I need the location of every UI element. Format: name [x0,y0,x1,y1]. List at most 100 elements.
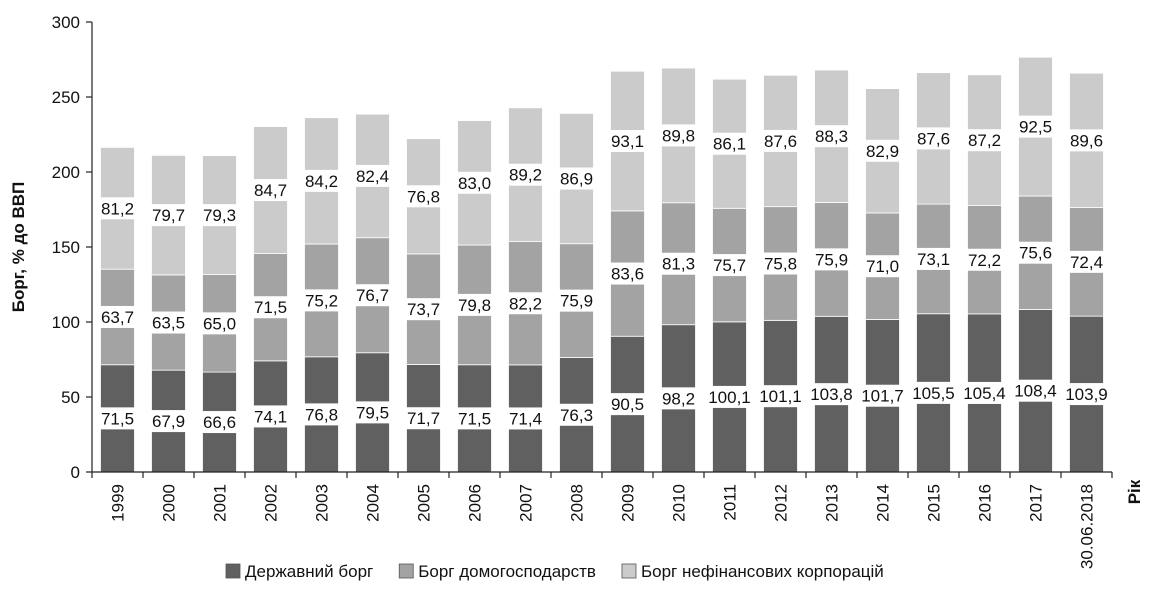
data-label: 87,2 [968,131,1001,150]
data-label-box [147,204,190,227]
data-label: 103,8 [810,385,853,404]
data-label: 108,4 [1014,382,1057,401]
data-label-box [963,129,1006,152]
y-tick-label: 50 [61,388,80,407]
data-label: 76,8 [305,405,338,424]
data-label-box [856,384,909,407]
data-label: 75,6 [1019,244,1052,263]
data-label-box [402,298,445,321]
data-label: 71,5 [458,409,491,428]
data-label: 74,1 [254,407,287,426]
x-tick-label: 2003 [313,484,332,522]
data-label: 71,7 [407,409,440,428]
x-tick-label: 2000 [160,484,179,522]
x-tick-label: 30.06.2018 [1078,484,1097,569]
data-label-box [1014,115,1057,138]
data-label-box [754,385,807,408]
data-label: 100,1 [708,388,751,407]
data-label-box [861,139,904,162]
data-label-box [759,129,802,152]
y-tick-label: 0 [71,463,80,482]
data-label: 87,6 [917,129,950,148]
data-label-box [351,164,394,187]
data-label-box [351,284,394,307]
legend-swatch [621,563,637,579]
data-label-box [1065,129,1108,152]
y-axis-title: Борг, % до ВВП [9,182,28,313]
data-label: 84,7 [254,181,287,200]
data-label: 92,5 [1019,118,1052,137]
x-tick-label: 2015 [925,484,944,522]
data-label-box [96,407,139,430]
x-tick-label: 2010 [670,484,689,522]
data-label: 82,4 [356,167,389,186]
data-label-box [147,410,190,433]
data-label-box [300,289,343,312]
data-label-box [402,407,445,430]
data-label: 71,0 [866,257,899,276]
data-label: 76,3 [560,406,593,425]
data-label: 81,2 [101,199,134,218]
data-label-box [861,255,904,278]
legend: Державний борг Борг домогосподарств Борг н… [225,562,884,581]
data-label: 105,4 [963,384,1006,403]
data-label: 90,5 [611,395,644,414]
x-tick-label: 2005 [415,484,434,522]
data-label-box [606,393,649,416]
data-label-box [198,411,241,434]
y-tick-label: 250 [52,88,80,107]
data-label-box [555,167,598,190]
data-label-box [657,124,700,147]
x-tick-label: 2011 [721,484,740,521]
legend-swatch [398,563,414,579]
x-tick-label: 2007 [517,484,536,522]
y-tick-label: 300 [52,13,80,32]
legend-label: Борг нефінансових корпорацій [641,562,884,581]
x-tick-label: 2014 [874,484,893,522]
legend-swatch [225,563,241,579]
data-label-box [1060,383,1113,406]
axes-layer: 0 50 100 150 200 250 300 1999 2000 2001 2002 2003 20… [52,13,1113,569]
data-label: 89,8 [662,126,695,145]
x-tick-label: 2009 [619,484,638,522]
x-axis-title: Рік [1125,479,1144,504]
x-tick-label: 2017 [1027,484,1046,522]
data-label-box [96,197,139,220]
data-label: 79,8 [458,296,491,315]
data-label: 73,1 [917,250,950,269]
legend-label: Борг домогосподарств [418,562,596,581]
data-label-box [907,381,960,404]
data-label: 67,9 [152,412,185,431]
data-label-box [810,248,853,271]
x-tick-label: 2012 [772,484,791,522]
data-label-box [810,125,853,148]
data-label: 79,7 [152,206,185,225]
data-label-box [96,305,139,328]
data-label: 75,2 [305,291,338,310]
data-label: 101,1 [759,387,802,406]
y-tick-label: 100 [52,313,80,332]
data-label: 81,3 [662,255,695,274]
x-tick-label: 2004 [364,484,383,522]
legend-label: Державний борг [245,562,373,581]
data-label: 88,3 [815,127,848,146]
x-tick-label: 2002 [262,484,281,522]
data-label-box [912,247,955,270]
x-tick-label: 2001 [211,484,230,522]
data-label-box [249,296,292,319]
data-label-box [1014,241,1057,264]
data-label-box [912,127,955,150]
data-label: 76,7 [356,286,389,305]
data-label: 65,0 [203,314,236,333]
data-label-box [703,385,756,408]
data-label: 86,9 [560,170,593,189]
data-label-box [759,252,802,275]
data-label: 76,8 [407,187,440,206]
x-tick-label: 2013 [823,484,842,522]
data-label-box [606,262,649,285]
data-label: 83,0 [458,174,491,193]
data-label: 87,6 [764,132,797,151]
data-label-box [657,252,700,275]
data-label-box [606,130,649,153]
data-label-box [453,407,496,430]
